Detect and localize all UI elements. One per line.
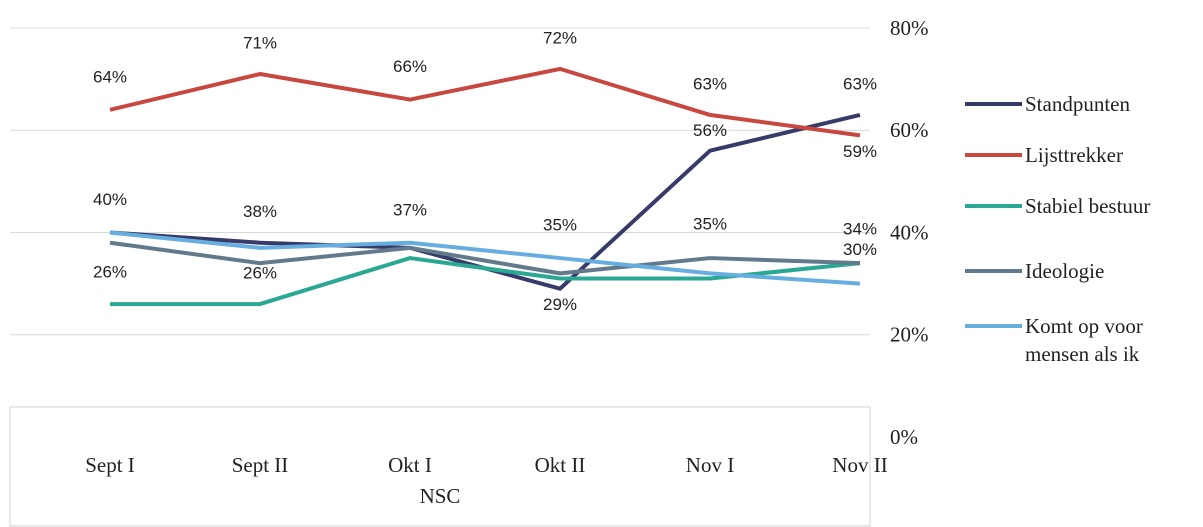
x-tick-label: Okt II xyxy=(535,453,586,477)
x-tick-label: Sept II xyxy=(232,453,289,477)
data-label: 64% xyxy=(93,67,127,86)
series-line xyxy=(109,112,861,291)
data-label: 30% xyxy=(843,240,877,259)
series-line xyxy=(109,230,861,286)
data-label: 26% xyxy=(243,264,277,283)
data-label: 29% xyxy=(543,295,577,314)
x-tick-label: Okt I xyxy=(388,453,432,477)
group-label: NSC xyxy=(420,484,461,508)
x-tick-label: Sept I xyxy=(85,453,135,477)
legend-label: Stabiel bestuur xyxy=(1025,194,1151,218)
data-label: 40% xyxy=(93,190,127,209)
data-label: 37% xyxy=(393,200,427,219)
series-line xyxy=(109,66,861,138)
x-tick-label: Nov I xyxy=(686,453,734,477)
data-label: 59% xyxy=(843,142,877,161)
series-line xyxy=(109,240,861,276)
data-label: 63% xyxy=(693,74,727,93)
x-tick-label: Nov II xyxy=(832,453,887,477)
data-label: 35% xyxy=(543,216,577,235)
data-label: 26% xyxy=(93,263,127,282)
y-tick-label: 60% xyxy=(890,118,929,142)
y-tick-label: 0% xyxy=(890,425,918,449)
y-tick-label: 80% xyxy=(890,16,929,40)
data-label: 66% xyxy=(393,57,427,76)
data-label: 72% xyxy=(543,28,577,47)
data-label: 34% xyxy=(843,220,877,239)
y-tick-label: 20% xyxy=(890,323,929,347)
series-line xyxy=(110,256,861,307)
data-label: 56% xyxy=(693,121,727,140)
data-label: 63% xyxy=(843,74,877,93)
category-box xyxy=(9,406,871,527)
legend-label: Ideologie xyxy=(1025,259,1105,283)
legend-label: Komt op voor mensen als ik xyxy=(1025,314,1143,366)
data-label: 71% xyxy=(243,33,277,52)
legend-label: Lijsttrekker xyxy=(1025,143,1123,167)
data-label: 35% xyxy=(693,215,727,234)
legend-label: Standpunten xyxy=(1025,92,1130,116)
y-tick-label: 40% xyxy=(890,220,929,244)
data-label: 38% xyxy=(243,202,277,221)
